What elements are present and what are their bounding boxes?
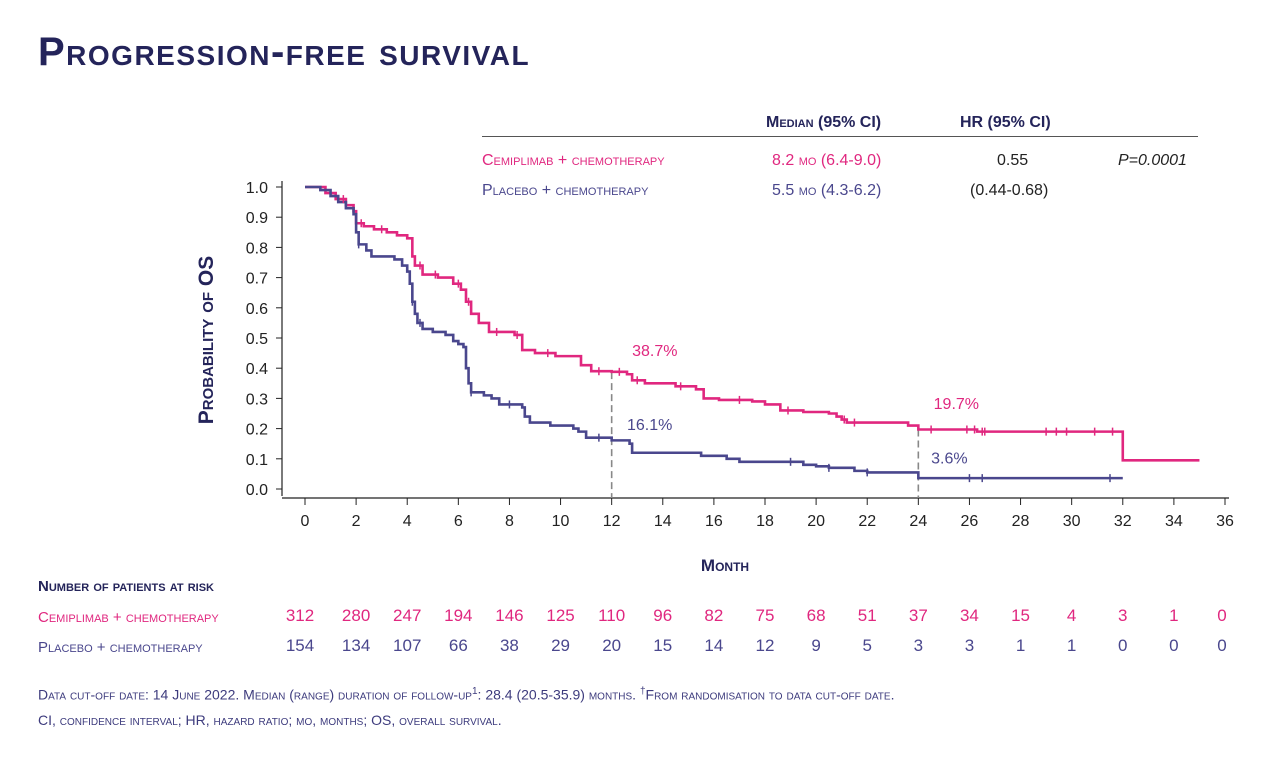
risk-value-cemiplimab: 146	[495, 606, 524, 625]
risk-value-placebo: 12	[755, 636, 775, 655]
risk-value-placebo: 38	[499, 636, 519, 655]
risk-value-placebo: 9	[811, 636, 821, 655]
risk-label-placebo: Placebo + chemotherapy	[38, 639, 203, 656]
risk-value-placebo: 3	[964, 636, 975, 655]
risk-value-cemiplimab: 247	[393, 606, 422, 625]
risk-value-placebo: 154	[285, 636, 315, 655]
footnote-ref-1: 1	[471, 686, 478, 697]
y-axis-label: Probability of OS	[195, 256, 218, 425]
risk-value-cemiplimab: 15	[1011, 606, 1031, 625]
risk-value-cemiplimab: 37	[908, 606, 928, 625]
hr-ci-value: (0.44-0.68)	[970, 182, 1049, 199]
footnote-text-b: : 28.4 (20.5-35.9) months.	[477, 686, 640, 703]
risk-value-cemiplimab: 82	[704, 606, 724, 625]
risk-value-cemiplimab: 110	[598, 606, 626, 625]
median-column-header: Median (95% CI)	[766, 114, 882, 131]
risk-value-placebo: 1	[1015, 636, 1026, 655]
y-tick-label: 0.4	[246, 361, 268, 378]
y-tick-label: 0.5	[246, 331, 268, 348]
x-tick-label: 12	[603, 513, 621, 530]
risk-value-cemiplimab: 194	[444, 606, 473, 625]
y-tick-label: 0.2	[246, 422, 268, 439]
risk-value-placebo: 0	[1118, 636, 1128, 655]
risk-value-placebo: 107	[393, 636, 422, 655]
x-tick-label: 10	[552, 513, 570, 530]
footnote-line-1: Data cut-off date: 14 June 2022. Median …	[38, 686, 894, 703]
risk-value-placebo: 0	[1169, 636, 1179, 655]
risk-value-placebo: 29	[551, 636, 571, 655]
risk-value-placebo: 66	[448, 636, 468, 655]
risk-value-placebo: 134	[341, 636, 371, 655]
risk-value-cemiplimab: 51	[857, 606, 877, 625]
footnote-text-c: From randomisation to data cut-off date.	[645, 686, 895, 703]
footnote-dagger: †	[639, 686, 646, 697]
risk-value-cemiplimab: 34	[959, 606, 979, 625]
y-tick-label: 0.0	[246, 482, 268, 499]
risk-value-cemiplimab: 125	[546, 606, 575, 625]
risk-value-cemiplimab: 96	[653, 606, 673, 625]
y-tick-label: 1.0	[246, 180, 268, 197]
km-chart: 0.00.10.20.30.40.50.60.70.80.91.00 2 4 6 8 10…	[195, 180, 1234, 575]
x-tick-label: 32	[1114, 513, 1132, 530]
risk-label-cemiplimab: Cemiplimab + chemotherapy	[38, 609, 219, 626]
footnote-line-2: CI, confidence interval; HR, hazard rati…	[38, 712, 502, 728]
risk-value-placebo: 15	[653, 636, 673, 655]
p-value: P=0.0001	[1118, 152, 1187, 169]
x-tick-label: 34	[1165, 513, 1183, 530]
x-tick-label: 18	[756, 513, 774, 530]
x-tick-label: 24	[909, 513, 927, 530]
risk-value-cemiplimab: 312	[285, 606, 315, 625]
footnote-text-a: Data cut-off date: 14 June 2022. Median …	[38, 686, 472, 703]
median-placebo: 5.5 mo (4.3-6.2)	[772, 182, 882, 199]
arm-label-placebo: Placebo + chemotherapy	[482, 182, 649, 199]
risk-value-placebo: 5	[862, 636, 872, 655]
x-tick-label: 6	[454, 513, 463, 530]
x-tick-label: 36	[1216, 513, 1234, 530]
annotation-cemiplimab: 38.7%	[632, 343, 677, 360]
annotation-placebo: 3.6%	[931, 450, 967, 467]
risk-value-cemiplimab: 68	[806, 606, 826, 625]
hr-value: 0.55	[997, 152, 1029, 169]
y-tick-label: 0.7	[246, 271, 268, 288]
risk-table-title: Number of patients at risk	[38, 578, 214, 595]
risk-value-placebo: 1	[1066, 636, 1077, 655]
risk-value-placebo: 3	[913, 636, 924, 655]
x-tick-label: 30	[1063, 513, 1081, 530]
x-axis-label: Month	[701, 556, 749, 575]
risk-value-cemiplimab: 0	[1217, 606, 1227, 625]
x-tick-label: 20	[807, 513, 825, 530]
risk-value-placebo: 14	[704, 636, 724, 655]
risk-value-cemiplimab: 280	[341, 606, 371, 625]
x-tick-label: 28	[1012, 513, 1030, 530]
x-tick-label: 16	[705, 513, 723, 530]
median-cemiplimab: 8.2 mo (6.4-9.0)	[772, 152, 882, 169]
y-tick-label: 0.9	[246, 210, 268, 227]
x-tick-label: 0	[301, 513, 310, 530]
km-curve-placebo	[305, 185, 1123, 480]
y-tick-label: 0.1	[246, 452, 268, 469]
x-tick-label: 4	[403, 513, 412, 530]
risk-value-placebo: 20	[602, 636, 622, 655]
risk-value-cemiplimab: 75	[755, 606, 775, 625]
risk-value-cemiplimab: 3	[1118, 606, 1128, 625]
risk-value-placebo: 0	[1217, 636, 1227, 655]
page-title: Progression-free survival	[38, 30, 531, 74]
x-tick-label: 8	[505, 513, 514, 530]
x-tick-label: 2	[352, 513, 361, 530]
x-tick-label: 22	[858, 513, 876, 530]
y-tick-label: 0.3	[246, 391, 268, 408]
arm-label-cemiplimab: Cemiplimab + chemotherapy	[482, 152, 665, 169]
y-tick-label: 0.6	[246, 301, 268, 318]
hr-column-header: HR (95% CI)	[960, 114, 1051, 131]
km-curve-cemiplimab	[305, 185, 1200, 462]
annotation-placebo: 16.1%	[627, 417, 672, 434]
annotation-cemiplimab: 19.7%	[934, 396, 979, 413]
x-tick-label: 26	[961, 513, 979, 530]
x-tick-label: 14	[654, 513, 672, 530]
risk-value-cemiplimab: 4	[1066, 606, 1077, 625]
table-header-divider	[482, 136, 1198, 137]
risk-value-cemiplimab: 1	[1169, 606, 1179, 625]
y-tick-label: 0.8	[246, 240, 268, 257]
